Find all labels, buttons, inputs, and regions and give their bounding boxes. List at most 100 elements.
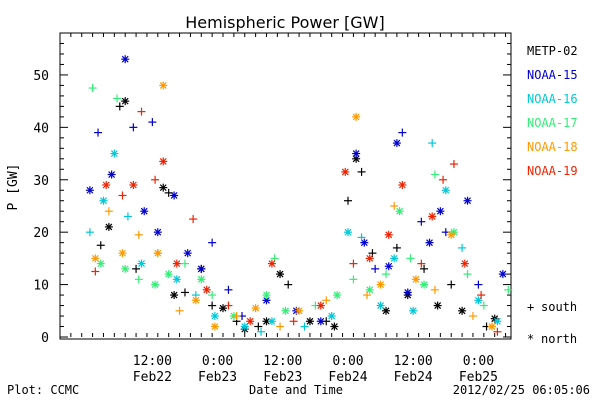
y-tick-label: 50 <box>33 69 49 84</box>
star-marker <box>121 264 130 273</box>
plus-marker <box>175 306 184 315</box>
star-marker <box>104 222 113 231</box>
plus-marker <box>417 217 426 226</box>
plus-marker <box>349 275 358 284</box>
star-marker <box>172 275 181 284</box>
plus-marker <box>382 270 391 279</box>
star-marker-label: north <box>541 332 577 346</box>
star-marker <box>352 149 361 158</box>
x-tick-date-label: Feb25 <box>459 370 498 385</box>
plus-marker <box>91 267 100 276</box>
star-marker <box>376 280 385 289</box>
star-marker <box>420 280 429 289</box>
star-marker <box>159 183 168 192</box>
star-marker <box>164 270 173 279</box>
plus-marker <box>349 259 358 268</box>
plus-marker <box>257 327 266 336</box>
star-marker <box>493 317 502 326</box>
star-marker <box>316 301 325 310</box>
plus-marker <box>224 301 233 310</box>
x-tick-time-label: 0:00 <box>202 354 233 369</box>
plus-marker <box>123 212 132 221</box>
plus-marker <box>371 264 380 273</box>
plus-marker <box>137 107 146 116</box>
star-marker <box>295 306 304 315</box>
plus-marker <box>134 230 143 239</box>
star-marker <box>262 296 271 305</box>
x-tick-date-label: Feb24 <box>394 370 433 385</box>
x-tick-time-label: 12:00 <box>394 354 433 369</box>
plus-marker <box>132 264 141 273</box>
plus-marker <box>151 175 160 184</box>
series-legend: METP-02 NOAA-15 NOAA-16 NOAA-17 NOAA-18 NOAA-… <box>527 44 578 178</box>
plus-marker <box>180 288 189 297</box>
plus-marker <box>189 215 198 224</box>
x-tick-date-label: Feb23 <box>263 370 302 385</box>
x-tick-time-label: 0:00 <box>463 354 494 369</box>
legend-entry: NOAA-18 <box>527 140 578 154</box>
plus-marker <box>129 123 138 132</box>
star-marker <box>463 196 472 205</box>
plus-marker <box>493 327 502 336</box>
star-marker <box>121 97 130 106</box>
star-marker <box>91 254 100 263</box>
x-tick-date-label: Feb23 <box>198 370 237 385</box>
star-marker <box>267 259 276 268</box>
star-marker <box>382 306 391 315</box>
plus-marker <box>392 243 401 252</box>
plus-marker <box>276 322 285 331</box>
star-marker <box>441 186 450 195</box>
x-tick-date-label: Feb22 <box>133 370 172 385</box>
legend-entry: METP-02 <box>527 44 578 58</box>
plus-marker <box>208 238 217 247</box>
star-marker <box>433 301 442 310</box>
star-marker <box>447 230 456 239</box>
star-marker <box>384 230 393 239</box>
star-marker <box>140 207 149 216</box>
plus-marker <box>208 291 217 300</box>
star-marker <box>202 285 211 294</box>
plus-marker <box>406 254 415 263</box>
star-marker <box>365 285 374 294</box>
y-axis-label: P [GW] <box>6 164 21 211</box>
plus-marker <box>420 264 429 273</box>
star-marker <box>267 317 276 326</box>
star-marker <box>96 259 105 268</box>
plus-marker <box>118 191 127 200</box>
plus-marker <box>148 118 157 127</box>
y-tick-label: 30 <box>33 174 49 189</box>
y-tick-label: 40 <box>33 121 49 136</box>
star-marker <box>107 170 116 179</box>
star-marker <box>474 296 483 305</box>
plot-credit: Plot: CCMC <box>7 383 79 397</box>
x-axis-label: Date and Time <box>249 383 343 397</box>
star-marker <box>390 254 399 263</box>
star-marker <box>99 196 108 205</box>
x-ticks: 12:00Feb220:00Feb2312:00Feb230:00Feb2412… <box>59 33 507 385</box>
star-marker <box>376 301 385 310</box>
star-marker <box>129 181 138 189</box>
plus-marker <box>104 207 113 216</box>
star-marker <box>330 322 339 331</box>
star-marker <box>118 249 127 258</box>
plus-marker <box>439 175 448 184</box>
star-marker <box>137 259 146 268</box>
chart-title: Hemispheric Power [GW] <box>185 13 384 32</box>
plus-marker <box>447 280 456 289</box>
star-marker <box>151 280 160 289</box>
data-points <box>85 55 513 336</box>
star-marker <box>240 322 249 331</box>
plus-marker <box>477 291 486 300</box>
plus-marker <box>428 139 437 148</box>
x-tick-time-label: 12:00 <box>263 354 302 369</box>
star-marker <box>170 191 179 200</box>
plus-marker <box>430 285 439 294</box>
plus-marker <box>180 259 189 268</box>
star-marker <box>395 207 404 216</box>
star-marker <box>183 249 192 258</box>
star-marker <box>276 270 285 279</box>
star-marker <box>197 275 206 284</box>
legend-entry: NOAA-16 <box>527 92 578 106</box>
plus-marker <box>458 243 467 252</box>
star-marker <box>365 254 374 263</box>
